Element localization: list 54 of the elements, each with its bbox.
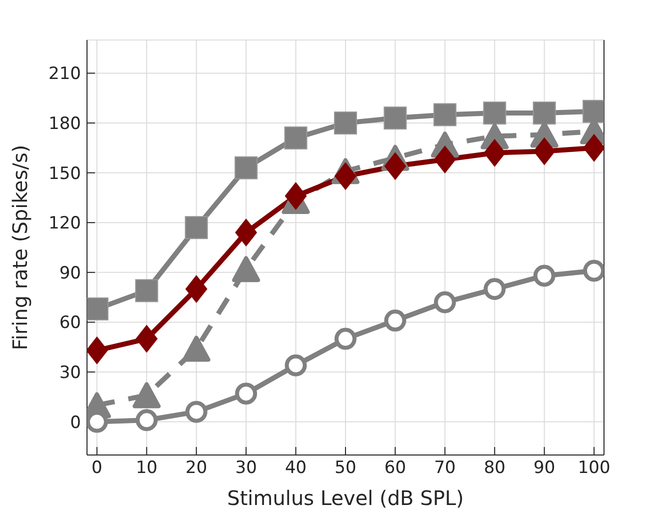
point xyxy=(334,112,357,134)
point xyxy=(136,324,158,353)
point xyxy=(532,102,556,125)
point xyxy=(284,126,308,150)
y-tick-label: 180 xyxy=(48,114,81,134)
point xyxy=(433,103,456,126)
point xyxy=(185,400,208,423)
x-tick-label: 50 xyxy=(334,458,356,478)
x-tick-label: 0 xyxy=(92,458,102,478)
x-tick-label: 100 xyxy=(578,458,610,478)
point xyxy=(384,106,407,130)
point xyxy=(235,218,258,247)
point xyxy=(284,182,307,210)
point xyxy=(533,137,556,166)
point xyxy=(384,152,406,180)
y-tick-label: 60 xyxy=(59,313,81,334)
x-tick-label: 30 xyxy=(235,458,257,478)
point xyxy=(483,102,506,125)
point xyxy=(235,382,258,405)
y-tick-label: 90 xyxy=(59,263,81,284)
point xyxy=(132,382,161,408)
point xyxy=(434,291,456,314)
x-tick-label: 90 xyxy=(534,458,556,478)
point xyxy=(136,409,158,432)
point xyxy=(87,336,108,364)
point xyxy=(135,279,158,302)
point xyxy=(384,310,406,332)
point xyxy=(533,264,556,287)
point xyxy=(583,260,604,282)
x-tick-label: 70 xyxy=(434,458,456,478)
point xyxy=(484,138,506,167)
point xyxy=(334,162,356,190)
point xyxy=(185,275,208,303)
point xyxy=(484,278,506,300)
x-tick-label: 40 xyxy=(284,458,307,478)
y-axis-title: Firing rate (Spikes/s) xyxy=(8,144,32,350)
point xyxy=(234,156,258,180)
point xyxy=(284,354,307,376)
y-tick-label: 0 xyxy=(70,412,81,433)
x-tick-label: 80 xyxy=(484,458,506,478)
x-tick-label: 20 xyxy=(186,458,208,478)
point xyxy=(434,146,456,174)
point xyxy=(583,134,604,162)
y-tick-label: 120 xyxy=(48,214,81,234)
point xyxy=(184,216,208,240)
point xyxy=(232,256,260,282)
y-tick-label: 150 xyxy=(48,164,81,184)
point xyxy=(334,328,356,350)
x-tick-label: 10 xyxy=(136,458,158,478)
x-tick-label: 60 xyxy=(384,458,406,478)
point xyxy=(182,336,210,362)
y-tick-label: 30 xyxy=(59,363,81,384)
y-tick-label: 210 xyxy=(48,64,81,84)
x-axis-title: Stimulus Level (dB SPL) xyxy=(227,486,464,510)
